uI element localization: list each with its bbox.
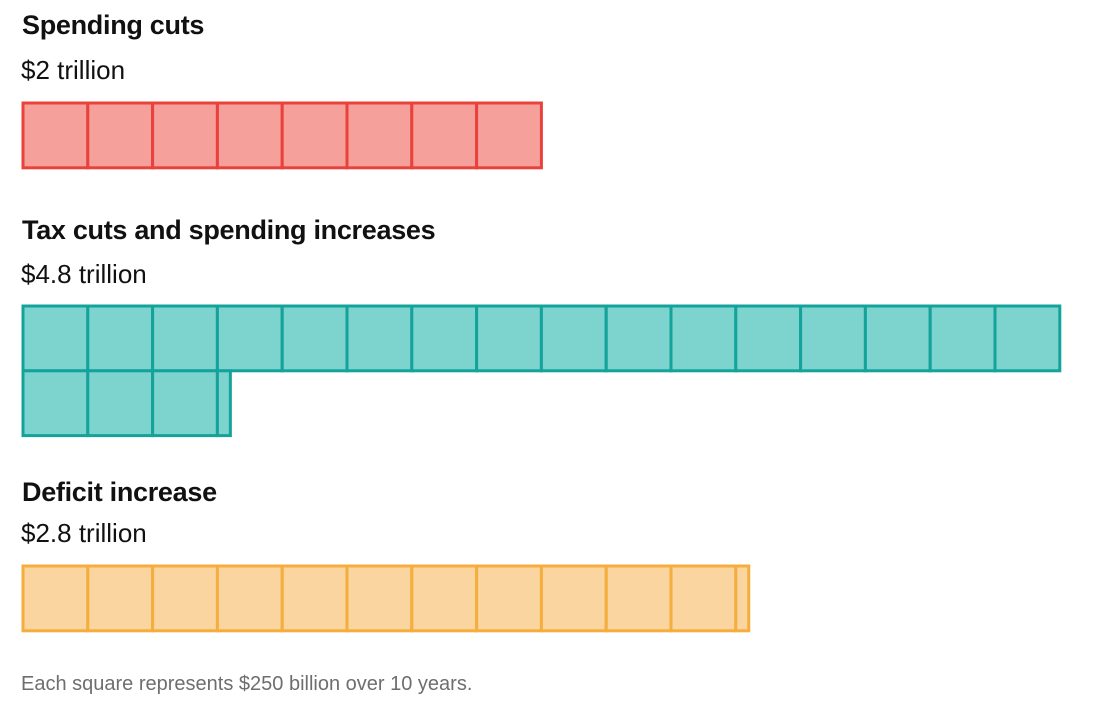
waffle-square	[475, 101, 543, 170]
waffle-square	[345, 564, 414, 633]
waffle-square	[280, 101, 349, 170]
waffle-square	[669, 564, 738, 633]
waffle-chart	[21, 101, 1062, 633]
waffle-square	[21, 304, 90, 373]
waffle-square	[21, 101, 90, 170]
waffle-square	[410, 101, 479, 170]
waffle-square	[215, 564, 284, 633]
group-title: Tax cuts and spending increases	[22, 215, 436, 245]
group-amount: $2.8 trillion	[21, 518, 147, 548]
waffle-square	[669, 304, 738, 373]
waffle-square	[539, 564, 608, 633]
waffle-square	[604, 304, 673, 373]
waffle-square	[86, 304, 155, 373]
waffle-square	[151, 101, 219, 170]
group-amount: $2 trillion	[21, 55, 126, 85]
waffle-square	[215, 304, 284, 373]
waffle-square	[604, 564, 673, 633]
waffle-square	[151, 369, 219, 438]
waffle-square	[86, 101, 155, 170]
waffle-square	[475, 564, 543, 633]
waffle-square-partial	[734, 564, 751, 633]
waffle-square	[734, 304, 803, 373]
waffle-square-partial	[215, 369, 232, 438]
waffle-square	[280, 564, 349, 633]
waffle-square	[345, 304, 414, 373]
waffle-square	[215, 101, 284, 170]
waffle-square	[993, 304, 1062, 373]
unit-footnote: Each square represents $250 billion over…	[21, 673, 473, 695]
waffle-square	[151, 564, 219, 633]
waffle-square	[21, 369, 90, 438]
waffle-square	[345, 101, 414, 170]
group-amount: $4.8 trillion	[21, 259, 147, 289]
waffle-square	[86, 369, 155, 438]
waffle-square	[799, 304, 867, 373]
waffle-square	[475, 304, 543, 373]
waffle-square	[21, 564, 90, 633]
group-title: Spending cuts	[22, 10, 205, 40]
waffle-square	[410, 304, 479, 373]
waffle-square	[86, 564, 155, 633]
waffle-square	[863, 304, 932, 373]
group-title: Deficit increase	[22, 477, 217, 507]
waffle-square	[539, 304, 608, 373]
waffle-square	[151, 304, 219, 373]
waffle-square	[928, 304, 997, 373]
waffle-square	[280, 304, 349, 373]
waffle-square	[410, 564, 479, 633]
